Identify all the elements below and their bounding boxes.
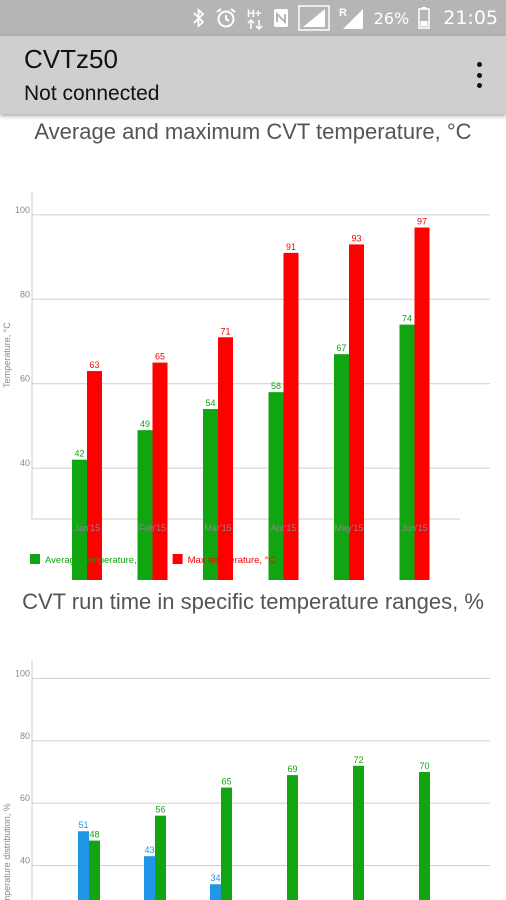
data-label: 63 [89, 360, 99, 370]
data-label: 65 [155, 352, 165, 362]
bar [72, 459, 87, 580]
alarm-icon [215, 7, 237, 29]
app-title: CVTz50 [24, 44, 118, 74]
x-tick-label: Jan'15 [74, 523, 100, 533]
x-tick-label: May'15 [335, 523, 364, 533]
run-time-chart: 40 60 80 100 Temperature distribution, % 5148… [2, 660, 490, 900]
data-label: 56 [155, 805, 165, 815]
nfc-icon [273, 8, 289, 28]
bar [87, 371, 102, 580]
data-label: 48 [89, 830, 99, 840]
data-label: 71 [220, 326, 230, 336]
status-icons: H+ R 26% 21:05 [192, 0, 498, 36]
hplus-label: H+ [247, 8, 261, 20]
battery-icon [418, 7, 430, 29]
connection-status: Not connected [24, 82, 160, 105]
data-label: 54 [205, 398, 215, 408]
bluetooth-icon [192, 8, 206, 28]
bar [283, 252, 299, 580]
y-tick-label: 40 [20, 856, 30, 866]
bar [144, 856, 155, 900]
app-bar: CVTz50 Not connected [0, 36, 506, 114]
data-label: 67 [336, 343, 346, 353]
y-tick-label: 60 [20, 374, 30, 384]
chart-title-temperature: Average and maximum CVT temperature, °C [34, 119, 472, 144]
roaming-signal-icon: R [339, 5, 365, 31]
bar [268, 392, 284, 580]
data-label: 91 [286, 242, 296, 252]
bar [155, 815, 166, 900]
battery-percent: 26% [373, 8, 410, 28]
x-tick-label: Feb'15 [139, 523, 166, 533]
legend-swatch [30, 554, 40, 564]
chart-title-run-time: CVT run time in specific temperature ran… [22, 589, 484, 614]
status-bar: H+ R 26% 21:05 [0, 0, 506, 36]
roaming-label: R [339, 7, 347, 19]
data-label: 58 [271, 381, 281, 391]
bar [334, 354, 349, 580]
y-axis-label: Temperature distribution, % [2, 803, 12, 900]
data-label: 43 [144, 845, 154, 855]
legend-swatch [172, 554, 183, 564]
y-axis-label: Temperature, °C [2, 322, 12, 388]
data-label: 97 [417, 217, 427, 227]
legend-entry: Average temperature, °C [45, 555, 150, 566]
bar [399, 324, 415, 580]
x-tick-label: Jun'15 [401, 523, 427, 533]
data-label: 70 [419, 761, 429, 771]
data-label: 49 [140, 419, 150, 429]
bar [152, 362, 168, 580]
bar [78, 831, 89, 900]
y-tick-label: 40 [20, 458, 30, 468]
bar [287, 775, 298, 900]
bar [221, 787, 232, 900]
data-label: 69 [287, 764, 297, 774]
bar [89, 840, 100, 900]
overflow-menu-icon[interactable] [474, 62, 484, 88]
bar [419, 772, 430, 900]
signal-icon [297, 5, 330, 31]
y-tick-label: 80 [20, 289, 30, 299]
x-tick-label: Apr'15 [271, 523, 297, 533]
x-tick-label: Mar'15 [204, 523, 231, 533]
data-label: 74 [402, 314, 412, 324]
bar [203, 409, 218, 580]
data-label: 51 [78, 820, 88, 830]
y-tick-label: 80 [20, 731, 30, 741]
legend-entry: Max temperature, °C [188, 555, 276, 566]
data-label: 93 [351, 233, 361, 243]
bar [414, 227, 430, 580]
data-label: 65 [221, 777, 231, 787]
y-tick-label: 60 [20, 793, 30, 803]
y-tick-label: 100 [15, 205, 30, 215]
data-label: 72 [353, 755, 363, 765]
hplus-data-icon: H+ [246, 6, 264, 30]
bar [137, 430, 153, 580]
bar [210, 884, 221, 900]
bar [218, 337, 233, 580]
status-time: 21:05 [443, 7, 498, 29]
bar [353, 765, 364, 900]
y-tick-label: 100 [15, 668, 30, 678]
data-label: 34 [210, 873, 220, 883]
temperature-chart: 40 60 80 100 Temperature, °C 42 63 Jan'15 49 65 Fe… [2, 192, 490, 580]
bar [349, 244, 364, 580]
data-label: 42 [74, 449, 84, 459]
